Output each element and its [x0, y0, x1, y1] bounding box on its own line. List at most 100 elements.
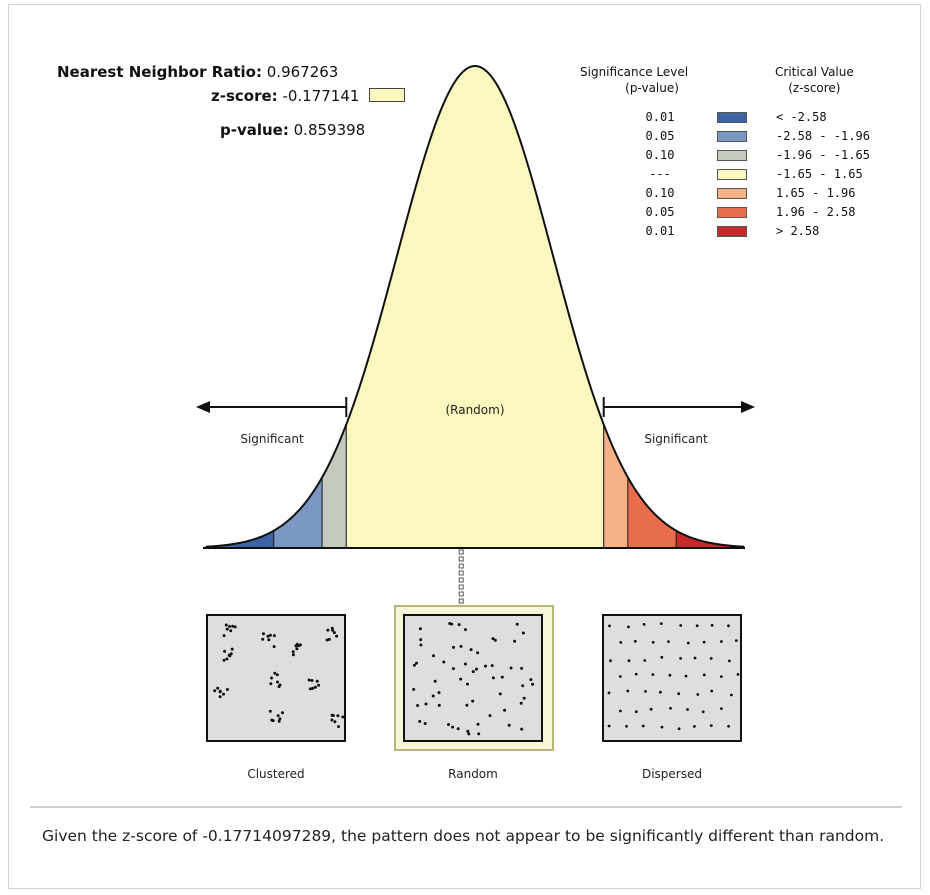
clustered-point	[337, 725, 340, 729]
clustered-point	[333, 720, 337, 724]
clustered-point	[294, 644, 298, 648]
legend-swatch	[717, 169, 747, 180]
dispersed-point	[696, 693, 700, 696]
legend-p-value: 0.01	[645, 224, 675, 238]
random-point	[520, 727, 524, 731]
random-point	[456, 727, 460, 731]
dispersed-panel	[602, 614, 742, 742]
legend-sig-header-2: (p-value)	[625, 81, 679, 95]
clustered-point	[341, 715, 345, 719]
random-point	[459, 644, 463, 648]
random-point	[418, 719, 422, 723]
clustered-point	[229, 652, 233, 656]
z-marker-dot	[458, 598, 464, 604]
clustered-point	[262, 632, 265, 636]
clustered-point	[261, 637, 265, 641]
legend-z-range: -2.58 - -1.96	[776, 129, 870, 143]
clustered-point	[330, 718, 334, 722]
clustered-point	[326, 628, 330, 632]
random-point	[477, 732, 481, 736]
dispersed-point	[734, 639, 738, 642]
clustered-point	[327, 637, 331, 641]
random-point	[451, 725, 455, 729]
random-point	[475, 667, 478, 671]
clustered-point	[297, 644, 301, 648]
random-point	[500, 675, 504, 679]
legend-critical-header: Critical Value (z-score)	[775, 64, 854, 96]
dispersed-point	[642, 623, 646, 626]
clustered-point	[224, 623, 228, 627]
dispersed-point	[668, 673, 672, 677]
dispersed-point	[710, 623, 714, 627]
legend-z-range: -1.65 - 1.65	[776, 167, 863, 181]
random-point	[415, 661, 418, 665]
dispersed-point	[695, 624, 699, 628]
dispersed-point	[730, 693, 733, 697]
z-score-value: -0.177141	[282, 87, 360, 105]
clustered-point	[295, 647, 299, 651]
p-value-label: p-value:	[220, 121, 289, 139]
random-point	[503, 708, 507, 712]
random-point	[490, 664, 494, 668]
legend-swatch	[717, 150, 747, 161]
dispersed-point	[651, 640, 655, 644]
random-point	[433, 679, 437, 683]
clustered-point	[315, 679, 319, 683]
random-point	[471, 699, 475, 703]
dispersed-point	[677, 692, 681, 696]
clustered-point	[271, 719, 275, 723]
p-value: p-value: 0.859398	[220, 118, 365, 142]
z-marker-dot	[458, 563, 464, 569]
dispersed-point	[720, 640, 723, 643]
clustered-point	[313, 685, 317, 689]
band-165-196	[603, 424, 629, 549]
right-arrow-head	[741, 401, 755, 413]
dispersed-point	[607, 724, 611, 728]
legend-p-value: 0.05	[645, 129, 675, 143]
random-point	[519, 701, 523, 705]
random-point	[491, 676, 495, 680]
random-point	[447, 723, 450, 726]
footer-summary: Given the z-score of -0.17714097289, the…	[42, 827, 885, 845]
clustered-point	[332, 631, 336, 635]
clustered-point	[278, 717, 282, 721]
random-label: (Random)	[445, 403, 504, 417]
clustered-point	[275, 673, 279, 677]
dispersed-point	[641, 724, 645, 728]
clustered-point	[335, 634, 339, 638]
dispersed-point	[701, 710, 705, 714]
random-point	[452, 645, 455, 649]
clustered-label: Clustered	[247, 767, 304, 781]
random-point	[466, 729, 470, 733]
dispersed-point	[634, 672, 638, 676]
legend-swatch	[717, 112, 747, 123]
z-marker-dot	[458, 591, 464, 597]
random-point	[498, 692, 502, 696]
random-panel	[403, 614, 543, 742]
clustered-point	[233, 625, 237, 629]
legend-crit-header-1: Critical Value	[775, 65, 854, 79]
z-marker-dot	[458, 570, 464, 576]
random-point	[431, 694, 435, 698]
random-point	[412, 663, 416, 667]
clustered-point	[278, 683, 282, 687]
random-point	[451, 667, 455, 671]
random-point	[442, 660, 446, 664]
legend-crit-header-2: (z-score)	[788, 81, 841, 95]
random-point	[515, 622, 519, 626]
clustered-point	[218, 695, 222, 699]
random-point	[491, 637, 495, 641]
clustered-point	[330, 626, 334, 630]
random-point	[423, 722, 427, 725]
random-point	[450, 622, 454, 626]
significant-right-label: Significant	[644, 432, 708, 446]
legend-z-range: < -2.58	[776, 110, 827, 124]
clustered-point	[276, 680, 279, 684]
legend-swatch	[717, 226, 747, 237]
random-point	[520, 666, 524, 670]
clustered-point	[225, 627, 229, 631]
legend-z-range: > 2.58	[776, 224, 820, 238]
dispersed-point	[710, 689, 714, 693]
random-point	[463, 662, 467, 666]
footer-divider	[30, 806, 902, 808]
